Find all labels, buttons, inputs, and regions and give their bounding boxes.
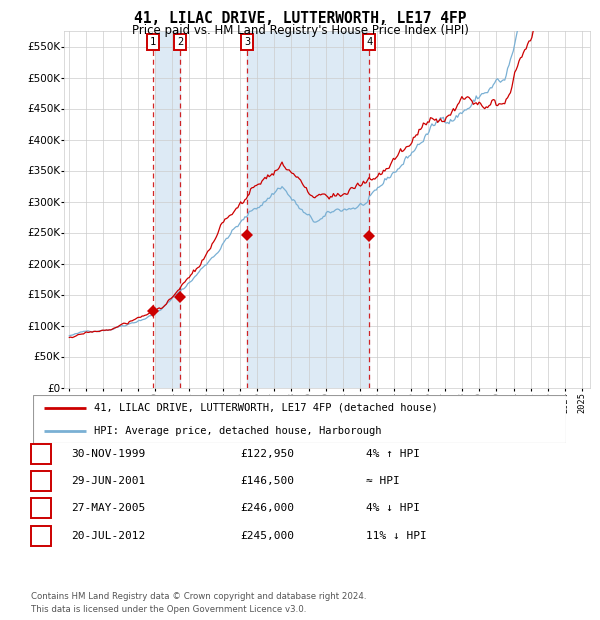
Text: 27-MAY-2005: 27-MAY-2005 — [71, 503, 145, 513]
Text: 1: 1 — [150, 37, 157, 46]
Text: £146,500: £146,500 — [240, 476, 294, 486]
Text: 29-JUN-2001: 29-JUN-2001 — [71, 476, 145, 486]
Text: 3: 3 — [244, 37, 250, 46]
Text: 30-NOV-1999: 30-NOV-1999 — [71, 449, 145, 459]
Text: 2: 2 — [177, 37, 184, 46]
Text: Contains HM Land Registry data © Crown copyright and database right 2024.: Contains HM Land Registry data © Crown c… — [31, 592, 367, 601]
Text: £246,000: £246,000 — [240, 503, 294, 513]
Text: 4: 4 — [366, 37, 373, 46]
Text: This data is licensed under the Open Government Licence v3.0.: This data is licensed under the Open Gov… — [31, 604, 307, 614]
Text: 4% ↓ HPI: 4% ↓ HPI — [366, 503, 420, 513]
Bar — [247, 31, 369, 388]
Text: 3: 3 — [38, 503, 44, 513]
Text: 2: 2 — [38, 476, 44, 486]
Text: 1: 1 — [38, 449, 44, 459]
Text: ≈ HPI: ≈ HPI — [366, 476, 400, 486]
Text: 4% ↑ HPI: 4% ↑ HPI — [366, 449, 420, 459]
FancyBboxPatch shape — [33, 395, 566, 443]
Text: HPI: Average price, detached house, Harborough: HPI: Average price, detached house, Harb… — [94, 426, 382, 436]
Text: 4: 4 — [38, 531, 44, 541]
Text: £122,950: £122,950 — [240, 449, 294, 459]
Text: 20-JUL-2012: 20-JUL-2012 — [71, 531, 145, 541]
Text: 41, LILAC DRIVE, LUTTERWORTH, LE17 4FP (detached house): 41, LILAC DRIVE, LUTTERWORTH, LE17 4FP (… — [94, 403, 438, 413]
Bar — [155, 31, 180, 388]
Text: £245,000: £245,000 — [240, 531, 294, 541]
Text: 41, LILAC DRIVE, LUTTERWORTH, LE17 4FP: 41, LILAC DRIVE, LUTTERWORTH, LE17 4FP — [134, 11, 466, 26]
Text: 11% ↓ HPI: 11% ↓ HPI — [366, 531, 427, 541]
Text: Price paid vs. HM Land Registry's House Price Index (HPI): Price paid vs. HM Land Registry's House … — [131, 24, 469, 37]
